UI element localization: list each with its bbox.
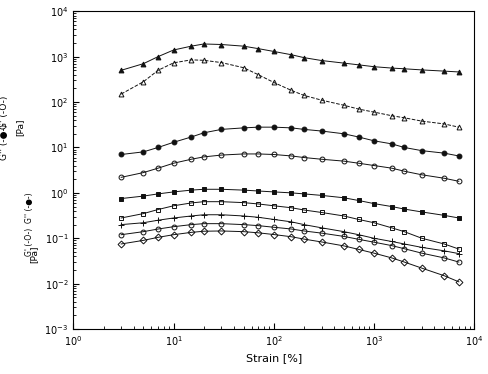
Text: [Pa]: [Pa] xyxy=(15,119,24,136)
Text: G' (-O-): G' (-O-) xyxy=(0,95,9,129)
Text: G'' (-●-): G'' (-●-) xyxy=(0,124,9,160)
X-axis label: Strain [%]: Strain [%] xyxy=(245,353,302,363)
Text: G' (-O-)  G'' (-●-): G' (-O-) G'' (-●-) xyxy=(25,193,34,256)
Text: [Pa]: [Pa] xyxy=(30,246,39,263)
